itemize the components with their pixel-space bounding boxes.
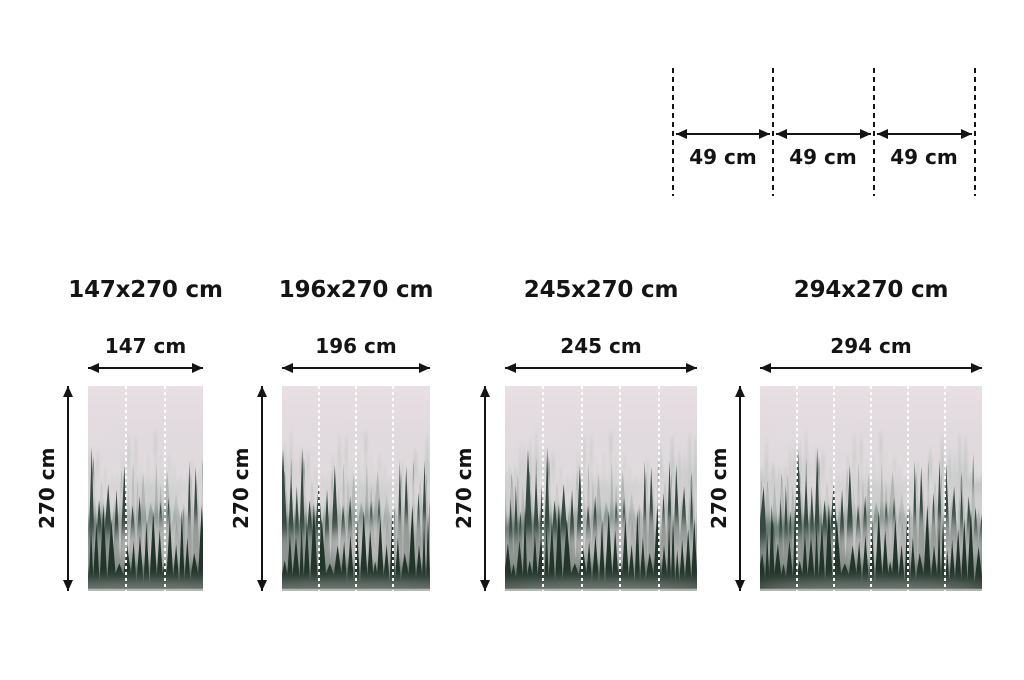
- variant-size-title: 196x270 cm: [278, 277, 434, 303]
- panel-width-label: 49 cm: [789, 145, 857, 169]
- panel-divider-line: [772, 68, 774, 196]
- variant-size-title: 147x270 cm: [68, 277, 223, 303]
- height-arrow: [480, 386, 490, 591]
- panel-seam-line: [832, 386, 835, 591]
- variant-size-title: 245x270 cm: [523, 277, 679, 303]
- height-dimension-label: 270 cm: [707, 447, 731, 530]
- panel-seam-line: [318, 386, 320, 591]
- panel-seam-line: [125, 386, 128, 591]
- width-arrow: [88, 363, 203, 373]
- height-arrow: [257, 386, 267, 591]
- height-dimension-label: 270 cm: [229, 447, 253, 530]
- size-variant-147x270: 147x270 cm 147 cm 270 cm: [35, 278, 223, 591]
- panel-width-label: 49 cm: [689, 145, 757, 169]
- panel-seam-line: [657, 386, 660, 591]
- panel-seam-line: [795, 386, 798, 591]
- wallpaper-preview: [88, 386, 203, 591]
- panel-width-arrow: [877, 129, 972, 139]
- width-dimension-label: 294 cm: [830, 334, 912, 358]
- width-arrow: [760, 363, 982, 373]
- panel-seam-line: [392, 386, 394, 591]
- panel-divider-line: [873, 68, 875, 196]
- width-dimension-label: 245 cm: [560, 334, 642, 358]
- panel-width-label: 49 cm: [890, 145, 958, 169]
- misty-forest-image: [88, 386, 203, 591]
- wallpaper-preview: [505, 386, 697, 591]
- height-dimension-label: 270 cm: [35, 447, 59, 530]
- panel-seam-line: [944, 386, 946, 591]
- panel-seam-line: [870, 386, 872, 591]
- panel-width-arrow: [776, 129, 871, 139]
- panel-seam-line: [355, 386, 357, 591]
- height-arrow: [63, 386, 73, 591]
- size-variant-245x270: 245x270 cm 245 cm 270 cm: [452, 278, 697, 591]
- variant-size-title: 294x270 cm: [793, 277, 949, 303]
- panel-divider-line: [974, 68, 976, 196]
- panel-seam-line: [619, 386, 622, 591]
- width-arrow: [282, 363, 430, 373]
- panel-seam-line: [580, 386, 583, 591]
- panel-width-arrow: [676, 129, 770, 139]
- width-dimension-label: 147 cm: [104, 334, 187, 358]
- panel-divider-line: [672, 68, 674, 196]
- width-dimension-label: 196 cm: [315, 334, 397, 358]
- height-dimension-label: 270 cm: [452, 447, 476, 530]
- width-arrow: [505, 363, 697, 373]
- panel-seam-line: [906, 386, 909, 591]
- wallpaper-preview: [282, 386, 430, 591]
- size-variant-196x270: 196x270 cm 196 cm 270 cm: [229, 278, 433, 591]
- panel-seam-line: [163, 386, 166, 591]
- height-arrow: [735, 386, 745, 591]
- size-variant-294x270: 294x270 cm 294 cm 270 cm: [707, 278, 982, 591]
- panel-seam-line: [542, 386, 545, 591]
- wallpaper-preview: [760, 386, 982, 591]
- panel-width-guide: 49 cm 49 cm 49 cm: [0, 0, 1024, 220]
- misty-forest-image: [505, 386, 697, 591]
